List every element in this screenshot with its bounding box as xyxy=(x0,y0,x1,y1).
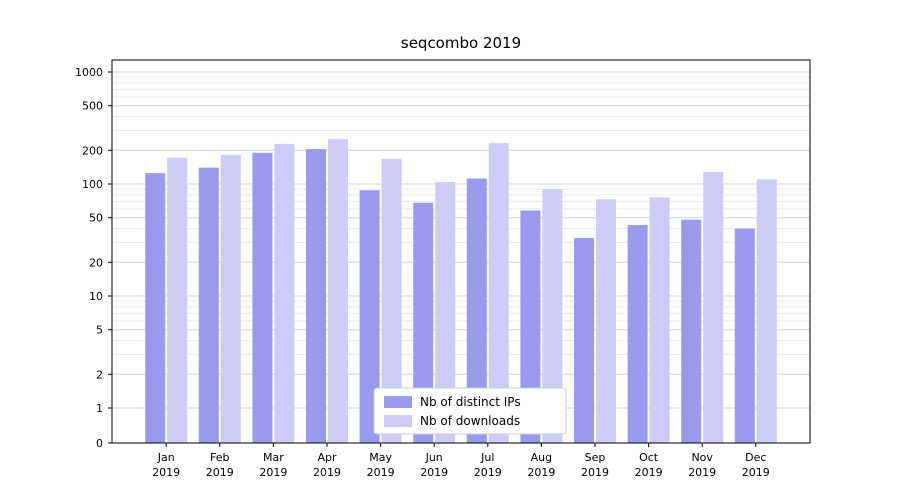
bar-0-7 xyxy=(520,210,541,443)
x-tick-label-year: 2019 xyxy=(474,466,502,479)
bar-0-3 xyxy=(306,149,326,444)
x-tick-label-month: Mar xyxy=(263,451,284,464)
chart-title: seqcombo 2019 xyxy=(400,34,522,52)
bar-1-5 xyxy=(435,182,456,443)
bar-1-3 xyxy=(328,139,348,443)
x-tick-label-year: 2019 xyxy=(688,466,716,479)
x-tick-label-month: Jan xyxy=(157,451,175,464)
x-tick-label-year: 2019 xyxy=(420,466,448,479)
x-tick-label-month: Jun xyxy=(425,451,443,464)
x-tick-label-year: 2019 xyxy=(581,466,609,479)
y-tick-label: 2 xyxy=(96,368,103,381)
x-tick-label-month: Jul xyxy=(480,451,494,464)
bar-1-11 xyxy=(756,179,777,443)
y-tick-label: 1000 xyxy=(75,66,103,79)
x-tick-label-month: Apr xyxy=(317,451,337,464)
bar-0-10 xyxy=(681,219,702,443)
x-tick-label-year: 2019 xyxy=(527,466,555,479)
x-tick-label-month: Feb xyxy=(210,451,229,464)
y-tick-label: 0 xyxy=(96,437,103,450)
bar-1-9 xyxy=(649,197,670,443)
x-tick-label-year: 2019 xyxy=(742,466,770,479)
legend-swatch-1 xyxy=(384,415,412,427)
x-tick-label-year: 2019 xyxy=(313,466,341,479)
legend-box xyxy=(373,387,567,435)
bar-1-4 xyxy=(381,158,402,443)
x-tick-label-month: May xyxy=(369,451,392,464)
bar-series-1 xyxy=(167,139,777,443)
y-tick-label: 200 xyxy=(82,144,103,157)
bar-0-8 xyxy=(574,237,594,443)
x-tick-label-month: Nov xyxy=(691,451,713,464)
bar-0-5 xyxy=(413,202,434,443)
legend-swatch-0 xyxy=(384,396,412,408)
x-tick-label-year: 2019 xyxy=(206,466,234,479)
legend-label-0: Nb of distinct IPs xyxy=(420,395,521,409)
y-tick-label: 5 xyxy=(96,324,103,337)
y-tick-label: 10 xyxy=(89,290,103,303)
bar-1-10 xyxy=(703,171,724,443)
x-tick-label-month: Aug xyxy=(531,451,552,464)
legend-label-1: Nb of downloads xyxy=(420,414,520,428)
y-tick-label: 50 xyxy=(89,212,103,225)
bar-0-4 xyxy=(359,190,380,443)
bar-1-1 xyxy=(220,154,241,443)
x-tick-label-month: Sep xyxy=(585,451,606,464)
y-tick-label: 1 xyxy=(96,402,103,415)
bar-0-6 xyxy=(466,178,487,443)
bar-1-0 xyxy=(167,157,188,443)
x-axis: Jan 2019 Feb 2019 Mar 2019 Apr 2019 May 2019 Jun 20… xyxy=(152,443,770,479)
y-axis: 0 1 2 5 10 20 50 100 200 500 1000 xyxy=(75,66,112,450)
bar-0-2 xyxy=(252,152,273,443)
x-tick-label-year: 2019 xyxy=(152,466,180,479)
x-tick-label-year: 2019 xyxy=(635,466,663,479)
x-tick-label-month: Oct xyxy=(639,451,659,464)
bar-0-9 xyxy=(627,225,648,443)
bar-1-7 xyxy=(542,189,563,443)
x-tick-label-year: 2019 xyxy=(259,466,287,479)
bar-0-0 xyxy=(145,173,166,444)
y-tick-label: 500 xyxy=(82,100,103,113)
legend: Nb of distinct IPs Nb of downloads xyxy=(373,387,567,435)
bar-1-2 xyxy=(274,143,295,443)
bar-1-6 xyxy=(488,143,509,443)
bar-0-1 xyxy=(198,167,219,443)
y-tick-label: 20 xyxy=(89,256,103,269)
bar-series-0 xyxy=(145,149,755,444)
bar-1-8 xyxy=(596,199,616,443)
bar-0-11 xyxy=(734,228,755,443)
x-tick-label-year: 2019 xyxy=(367,466,395,479)
x-tick-label-month: Dec xyxy=(745,451,766,464)
plot-border xyxy=(111,59,811,444)
y-tick-label: 100 xyxy=(82,178,103,191)
